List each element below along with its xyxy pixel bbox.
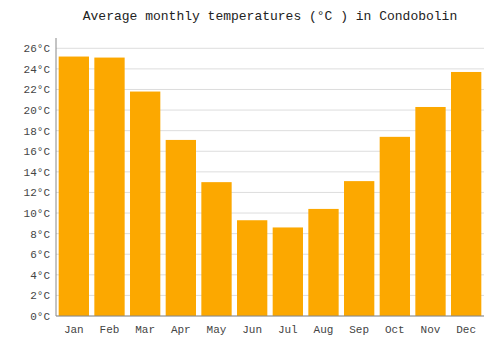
bar <box>415 107 445 316</box>
y-tick-label: 18°C <box>24 126 51 138</box>
bar <box>308 209 338 316</box>
bar <box>451 72 481 316</box>
bar <box>166 140 196 316</box>
bar <box>59 57 89 316</box>
x-tick-label: Dec <box>456 324 476 336</box>
y-tick-label: 20°C <box>24 105 51 117</box>
x-tick-label: Jul <box>278 324 298 336</box>
grid-line <box>56 48 484 49</box>
y-tick-label: 24°C <box>24 64 51 76</box>
x-tick-label: Feb <box>100 324 120 336</box>
bar <box>130 92 160 316</box>
bar <box>344 181 374 316</box>
grid-line <box>56 316 484 317</box>
chart-container: Average monthly temperatures (°C ) in Co… <box>0 0 500 350</box>
grid <box>56 48 484 316</box>
x-tick-label: Apr <box>171 324 191 336</box>
x-tick-label: Oct <box>385 324 405 336</box>
chart-svg: Average monthly temperatures (°C ) in Co… <box>0 0 500 350</box>
bars <box>59 57 482 316</box>
y-tick-label: 26°C <box>24 43 51 55</box>
bar <box>201 182 231 316</box>
x-tick-label: Aug <box>314 324 334 336</box>
y-tick-label: 8°C <box>30 229 50 241</box>
y-tick-label: 22°C <box>24 84 51 96</box>
x-tick-label: Nov <box>421 324 441 336</box>
y-tick-label: 0°C <box>30 311 50 323</box>
bar <box>94 58 124 316</box>
bar <box>273 227 303 316</box>
bar <box>380 137 410 316</box>
y-tick-label: 10°C <box>24 208 51 220</box>
y-tick-label: 12°C <box>24 187 51 199</box>
y-tick-label: 16°C <box>24 146 51 158</box>
bar <box>237 220 267 316</box>
chart-title: Average monthly temperatures (°C ) in Co… <box>83 9 457 24</box>
y-tick-label: 6°C <box>30 249 50 261</box>
y-tick-label: 14°C <box>24 167 51 179</box>
y-axis-line <box>56 38 57 316</box>
y-tick-label: 2°C <box>30 290 50 302</box>
x-tick-label: Sep <box>349 324 369 336</box>
x-axis-line <box>56 316 484 317</box>
x-tick-label: Jun <box>242 324 262 336</box>
x-tick-label: Mar <box>135 324 155 336</box>
x-tick-label: May <box>207 324 227 336</box>
y-tick-label: 4°C <box>30 270 50 282</box>
x-tick-label: Jan <box>64 324 84 336</box>
